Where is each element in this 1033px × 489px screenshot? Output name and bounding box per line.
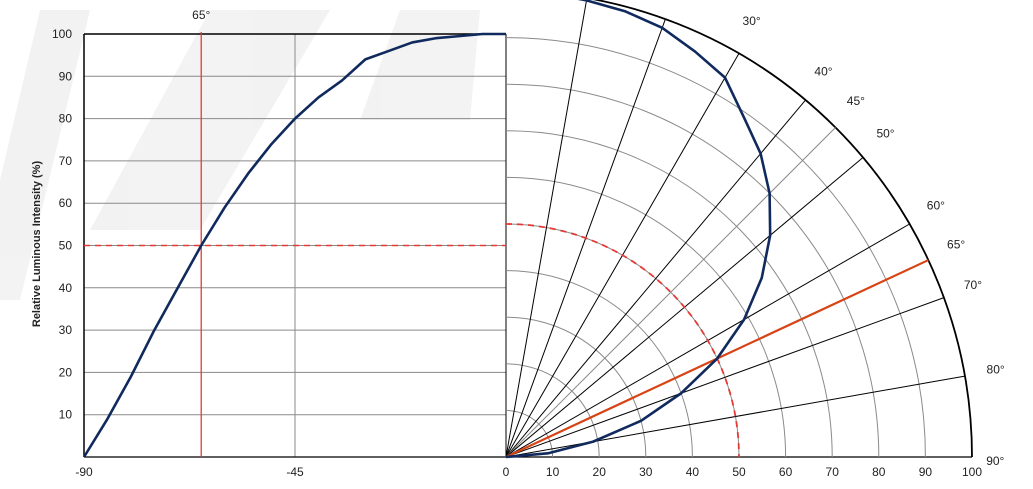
radial-tick-label: 90 [919,465,933,479]
angle-label-70: 70° [964,278,982,292]
polar-ray-70 [505,297,945,458]
dashed-arc-50 [505,223,740,458]
angle-label-30: 30° [743,14,761,28]
y-tick-label: 70 [59,154,73,168]
angle-label-50: 50° [876,126,894,140]
watermark [0,10,480,300]
radial-tick-label: 100 [962,465,982,479]
y-tick-label: 100 [52,27,72,41]
vertical-line-label: 65° [192,8,210,22]
y-tick-label: 10 [59,408,73,422]
angle-label-65: 65° [947,237,965,251]
radial-tick-label: 80 [872,465,886,479]
angle-label-45: 45° [847,94,865,108]
x-tick-label: -45 [286,465,304,479]
angle-label-90: 90° [986,454,1004,468]
radial-tick-label: 30 [639,465,653,479]
polar-ray-45 [505,127,836,458]
angle-label-80: 80° [987,363,1005,377]
radial-tick-label: 20 [593,465,607,479]
x-tick-label: 0 [503,465,510,479]
y-tick-label: 50 [59,239,73,253]
polar-ray-10 [505,0,588,458]
radial-tick-label: 70 [826,465,840,479]
y-tick-label: 30 [59,323,73,337]
y-tick-label: 20 [59,365,73,379]
radial-tick-label: 10 [546,465,560,479]
radial-tick-label: 40 [686,465,700,479]
intensity-curve-cartesian [82,32,506,458]
y-tick-label: 40 [59,281,73,295]
curves [82,0,772,459]
y-tick-label: 60 [59,196,73,210]
angle-label-60: 60° [927,198,945,212]
labels: -90 -45 0 10 20 30 40 50 60 70 80 90 100 10 20 30 40 50 60… [52,8,1005,479]
angle-label-40: 40° [814,64,832,78]
radial-tick-label: 50 [732,465,746,479]
polar-ray-40 [505,99,806,458]
intensity-curve-polar [505,0,772,459]
radial-tick-label: 60 [779,465,793,479]
x-tick-label: -90 [75,465,93,479]
y-tick-label: 80 [59,112,73,126]
y-tick-label: 90 [59,69,73,83]
y-axis-label: Relative Luminous Intensity (%) [31,161,43,328]
